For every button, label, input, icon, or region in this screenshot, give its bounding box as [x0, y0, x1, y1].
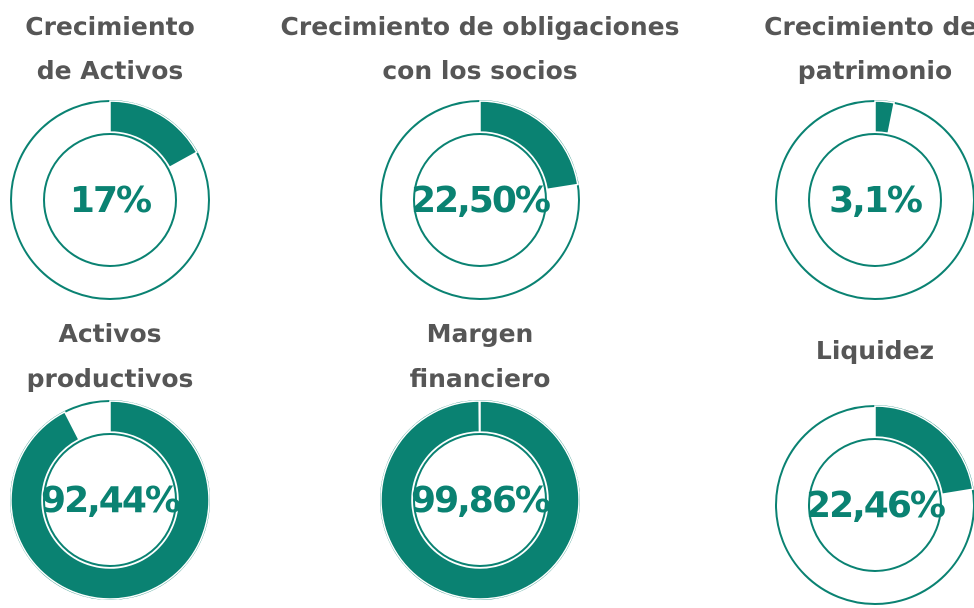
donut-arc	[479, 100, 579, 191]
value-label: 17%	[70, 180, 151, 221]
chart-title: Crecimiento	[25, 12, 195, 41]
inner-circle	[808, 438, 942, 572]
chart-title: financiero	[410, 364, 551, 393]
chart-title: Crecimiento de obligaciones	[281, 12, 680, 41]
chart-title: productivos	[27, 364, 194, 393]
donut-arc	[874, 100, 896, 135]
chart-title: Crecimiento del	[764, 12, 974, 41]
inner-circle	[43, 133, 177, 267]
value-label: 92,44%	[41, 480, 180, 521]
chart-title: patrimonio	[798, 56, 952, 85]
chart-title: con los socios	[382, 56, 577, 85]
value-label: 99,86%	[411, 480, 550, 521]
inner-circle	[808, 133, 942, 267]
inner-circle	[413, 433, 547, 567]
chart-title: Activos	[58, 319, 161, 348]
chart-title: de Activos	[37, 56, 184, 85]
donut-arc	[874, 405, 974, 496]
value-label: 3,1%	[829, 180, 922, 221]
donut-arc	[109, 100, 198, 169]
inner-circle	[413, 133, 547, 267]
chart-title: Liquidez	[816, 336, 934, 365]
value-label: 22,46%	[806, 485, 945, 526]
value-label: 22,50%	[411, 180, 550, 221]
donut-arc	[10, 400, 210, 600]
chart-title: Margen	[427, 319, 534, 348]
inner-circle	[43, 433, 177, 567]
donut-arc	[380, 400, 580, 600]
